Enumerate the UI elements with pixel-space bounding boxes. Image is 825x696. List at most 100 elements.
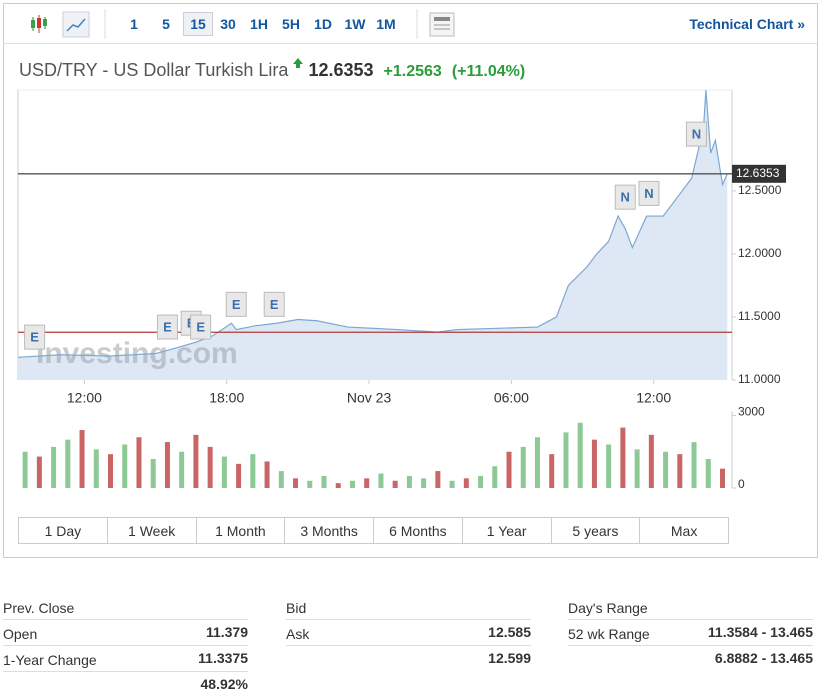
x-tick-label: Nov 23 <box>347 390 392 406</box>
volume-bar <box>122 444 128 488</box>
change: +1.2563 <box>383 63 442 80</box>
technical-chart-link[interactable]: Technical Chart » <box>689 16 805 32</box>
event-marker <box>685 121 707 147</box>
stat-row: Ask 12.599 <box>286 622 531 666</box>
candlestick-icon[interactable] <box>31 15 47 33</box>
event-marker <box>225 291 247 317</box>
interval-button[interactable]: 1M <box>376 16 396 32</box>
interval-button[interactable]: 15 <box>183 12 213 36</box>
volume-bar <box>648 434 654 488</box>
change-pct: (+11.04%) <box>451 63 526 80</box>
y-tick-label: 12.0000 <box>738 246 782 260</box>
last-price-label: 12.6353 <box>736 166 780 180</box>
up-arrow <box>293 58 304 68</box>
range-button[interactable]: 1 Year <box>461 517 552 544</box>
volume-bar <box>492 466 498 488</box>
stat-label: Prev. Close <box>3 600 75 616</box>
toolbar: Technical Chart » 1 5 15 30 1H 5H 1D 1W 1M <box>3 3 817 44</box>
volume-bar <box>108 454 114 488</box>
volume-bar <box>620 427 626 488</box>
event-marker <box>614 184 636 210</box>
event-label: E <box>232 297 241 312</box>
volume-bar <box>421 478 427 488</box>
volume-bar <box>378 473 384 488</box>
volume-bar <box>677 454 683 488</box>
toolbar-icons <box>31 9 455 39</box>
event-label: E <box>270 297 279 312</box>
watermark: Investing.com <box>36 337 238 370</box>
interval-button[interactable]: 30 <box>220 16 236 32</box>
volume-bar <box>164 442 170 488</box>
volume-bar <box>307 480 313 488</box>
volume-bar <box>221 456 227 488</box>
price-line <box>17 89 728 358</box>
volume-bar <box>449 480 455 488</box>
volume-bar <box>264 461 270 488</box>
interval-button[interactable]: 1 <box>130 16 138 32</box>
interval-button[interactable]: 1H <box>250 16 268 32</box>
page: Technical Chart » 1 5 15 30 1H 5H 1D 1W 1M USD/T… <box>3 3 818 692</box>
stat-label: Ask <box>286 626 310 642</box>
y-tick-label: 12.5000 <box>738 183 782 197</box>
volume-bar <box>392 480 398 488</box>
y-tick-label: 3000 <box>738 405 765 419</box>
volume-bar <box>577 422 583 488</box>
x-tick-label: 12:00 <box>636 390 671 406</box>
stat-label: Day's Range <box>568 600 648 616</box>
stat-row: 1-Year Change 48.92% <box>3 648 248 692</box>
volume-bar <box>634 449 640 488</box>
event-label: E <box>196 319 205 334</box>
stat-label: 52 wk Range <box>568 626 650 642</box>
volume-bar <box>150 459 156 488</box>
range-button[interactable]: 3 Months <box>284 517 374 544</box>
volume-bar <box>293 478 299 488</box>
volume-bar <box>591 439 597 488</box>
event-marker <box>24 324 46 350</box>
range-button[interactable]: 1 Month <box>195 517 286 544</box>
range-button[interactable]: 1 Week <box>106 517 197 544</box>
stat-label: 1-Year Change <box>3 652 97 668</box>
stat-row: Open 11.3375 <box>3 622 248 666</box>
volume-bar <box>93 449 99 488</box>
volume-bar <box>278 471 284 488</box>
event-marker <box>190 314 212 340</box>
volume-bar <box>691 442 697 488</box>
volume-bar <box>606 444 612 488</box>
stat-row: 52 wk Range 6.8882 - 13.465 <box>568 622 813 666</box>
interval-button[interactable]: 1W <box>344 16 366 32</box>
stat-value: 11.3375 <box>198 650 248 666</box>
event-label: N <box>692 127 701 142</box>
link-text[interactable]: Technical Chart <box>689 16 794 32</box>
stat-value: 12.585 <box>488 624 531 640</box>
stat-row: Prev. Close 11.379 <box>3 596 248 640</box>
stat-label: Bid <box>286 600 307 616</box>
volume-bar <box>435 471 441 488</box>
event-label: E <box>163 319 172 334</box>
stat-label: Open <box>3 626 38 642</box>
volume-bar <box>51 446 57 488</box>
volume-bar <box>705 459 711 488</box>
stat-value: 11.379 <box>205 624 248 640</box>
chart-panel <box>3 3 818 558</box>
range-button[interactable]: 1 Day <box>18 517 108 544</box>
instrument: USD/TRY - US Dollar Turkish Lira <box>19 60 289 80</box>
range-button[interactable]: 5 years <box>550 517 641 544</box>
line-icon[interactable] <box>62 11 90 38</box>
range-button[interactable]: 6 Months <box>373 517 463 544</box>
last-price-tag <box>732 164 786 183</box>
event-marker <box>638 180 660 206</box>
chart: Investing.com 11.0000 11.5000 12.0000 12.500… <box>17 89 786 491</box>
volume-bar <box>36 456 42 488</box>
interval-button[interactable]: 5H <box>282 16 300 32</box>
table-icon[interactable] <box>429 12 455 37</box>
range-button[interactable]: Max <box>639 517 729 544</box>
volume-bar <box>406 475 412 488</box>
stat-row: Day's Range 11.3584 - 13.465 <box>568 596 813 640</box>
event-marker <box>156 314 178 340</box>
interval-button[interactable]: 5 <box>162 16 170 32</box>
stat-value: 6.8882 - 13.465 <box>714 650 813 666</box>
volume-bar <box>520 446 526 488</box>
volume-bar <box>321 475 327 488</box>
quote-header: USD/TRY - US Dollar Turkish Lira 12.6353… <box>19 58 525 81</box>
interval-button[interactable]: 1D <box>314 16 332 32</box>
